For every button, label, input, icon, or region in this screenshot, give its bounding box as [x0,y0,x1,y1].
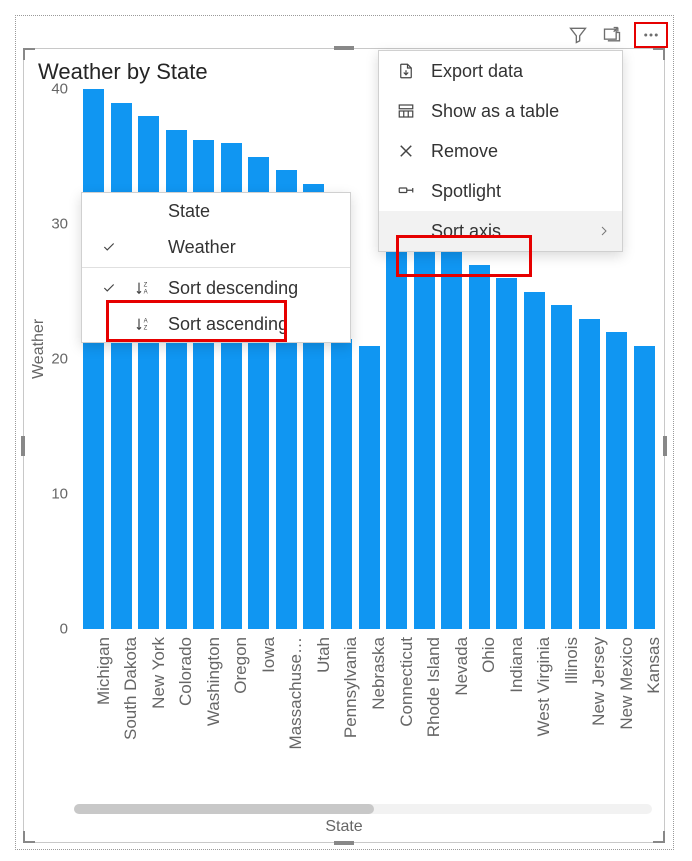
check-icon [100,281,118,295]
check-icon [100,240,118,254]
bar[interactable] [524,292,545,630]
bar[interactable] [331,339,352,629]
bar[interactable] [83,89,104,629]
bar[interactable] [386,231,407,629]
x-axis-label: State [325,818,362,836]
bar[interactable] [414,238,435,630]
submenu-sort-descending[interactable]: ZA Sort descending [82,270,350,306]
x-tick-label: Michigan [94,637,114,705]
svg-text:A: A [144,319,148,325]
x-tick-label: Connecticut [397,637,417,727]
remove-icon [395,142,417,160]
sort-submenu: State Weather ZA Sort descending AZ [81,192,351,343]
submenu-state[interactable]: State [82,193,350,229]
sort-asc-icon: AZ [132,316,154,332]
x-tick-label: New Jersey [589,637,609,726]
svg-text:Z: Z [144,325,148,331]
context-menu: Export data Show as a table Remove Spotl… [378,50,623,252]
bar[interactable] [469,265,490,630]
x-tick-label: Oregon [231,637,251,694]
bar[interactable] [359,346,380,630]
x-tick-label: Indiana [507,637,527,693]
x-tick-label: Pennsylvania [341,637,361,738]
x-tick-label: Rhode Island [424,637,444,737]
submenu-sort-ascending[interactable]: AZ Sort ascending [82,306,350,342]
bar[interactable] [551,305,572,629]
x-tick-label: South Dakota [121,637,141,740]
export-icon [395,62,417,80]
bar[interactable] [496,278,517,629]
x-tick-label: New York [149,637,169,709]
y-tick-label: 30 [40,216,68,233]
menu-label: Weather [168,237,338,258]
more-options-button[interactable] [634,22,668,48]
menu-label: Export data [431,61,610,82]
horizontal-scrollbar[interactable] [74,804,652,814]
x-tick-label: West Virginia [534,637,554,737]
bar[interactable] [441,251,462,629]
menu-label: Remove [431,141,610,162]
resize-handle-top[interactable] [334,46,354,50]
x-tick-label: Washington [204,637,224,726]
bar[interactable] [111,103,132,630]
menu-sort-axis[interactable]: Sort axis [379,211,622,251]
x-tick-label: Illinois [562,637,582,684]
bar[interactable] [606,332,627,629]
menu-remove[interactable]: Remove [379,131,622,171]
resize-handle-left[interactable] [21,436,25,456]
x-tick-label: Nevada [452,637,472,696]
visual-toolbar [566,22,668,48]
menu-label: Sort axis [431,221,584,242]
menu-show-as-table[interactable]: Show as a table [379,91,622,131]
svg-text:Z: Z [144,283,148,289]
menu-label: Show as a table [431,101,610,122]
x-tick-label: Nebraska [369,637,389,710]
resize-handle-right[interactable] [663,436,667,456]
menu-export-data[interactable]: Export data [379,51,622,91]
menu-label: Sort ascending [168,314,338,335]
menu-label: State [168,201,338,222]
menu-label: Sort descending [168,278,338,299]
x-tick-label: Utah [314,637,334,673]
x-tick-label: Colorado [176,637,196,706]
submenu-weather[interactable]: Weather [82,229,350,265]
x-tick-label: Ohio [479,637,499,673]
sort-desc-icon: ZA [132,280,154,296]
menu-spotlight[interactable]: Spotlight [379,171,622,211]
svg-text:A: A [144,289,148,295]
y-tick-label: 10 [40,486,68,503]
bar[interactable] [579,319,600,630]
scrollbar-thumb[interactable] [74,804,374,814]
x-tick-label: Iowa [259,637,279,673]
y-tick-label: 40 [40,81,68,98]
x-tick-label: Massachuse… [286,637,306,749]
filter-icon[interactable] [566,23,590,47]
table-icon [395,102,417,120]
focus-mode-icon[interactable] [600,23,624,47]
x-tick-label: New Mexico [617,637,637,730]
resize-handle-bottom[interactable] [334,841,354,845]
y-axis-label: Weather [30,319,48,379]
y-tick-label: 0 [40,621,68,638]
menu-label: Spotlight [431,181,610,202]
x-tick-label: Kansas [644,637,664,694]
chevron-right-icon [598,224,610,238]
menu-divider [82,267,350,268]
bar[interactable] [634,346,655,630]
spotlight-icon [395,182,417,200]
